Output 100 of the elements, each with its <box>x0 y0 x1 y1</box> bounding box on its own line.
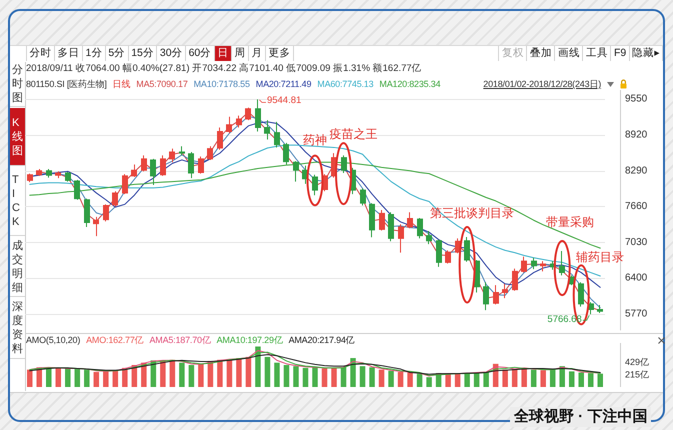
candlestick <box>388 212 394 242</box>
candlestick <box>483 282 489 311</box>
bar <box>416 374 422 387</box>
bar <box>170 360 176 387</box>
candlestick <box>160 154 166 176</box>
text: 5分 <box>108 47 126 59</box>
candlestick <box>27 173 33 183</box>
bar <box>246 356 252 387</box>
y-tick-label: 5770 <box>625 308 648 320</box>
candlestick <box>245 107 251 121</box>
y-tick-label: 6400 <box>625 272 648 284</box>
bar <box>540 370 546 387</box>
bar <box>46 368 52 387</box>
bar <box>302 368 308 387</box>
y-tick-label: 7660 <box>625 201 648 212</box>
bar <box>398 372 404 387</box>
text: 日线 <box>112 78 130 90</box>
candlestick <box>540 260 546 272</box>
bar <box>322 368 328 387</box>
text: 复权 <box>502 47 524 59</box>
annotation: 9544.81 <box>266 95 302 106</box>
bar <box>550 369 556 387</box>
candlestick <box>588 302 594 315</box>
series-label: AMA5:187.70亿 <box>149 334 211 346</box>
candlestick <box>141 154 147 172</box>
annotation: 辅药目录 <box>576 250 624 264</box>
text: 深度资料 <box>12 301 23 355</box>
annotation: 疫苗之王 <box>330 127 378 142</box>
bar <box>407 372 413 387</box>
candlestick <box>93 216 99 237</box>
text: 成交明细 <box>12 240 23 294</box>
bar <box>188 365 194 387</box>
candlestick <box>226 116 232 134</box>
candlestick <box>559 250 565 276</box>
bar <box>112 370 118 387</box>
candlestick <box>103 204 109 222</box>
candlestick <box>65 171 71 182</box>
candlestick <box>493 284 499 305</box>
candlestick <box>398 224 404 254</box>
series-label: AMO:162.77亿 <box>86 334 144 346</box>
candlestick <box>112 190 118 208</box>
candlestick <box>312 174 318 196</box>
candlestick <box>264 120 270 140</box>
annotation: 带量采购 <box>546 214 594 229</box>
y-tick-label: 215亿 <box>625 370 650 380</box>
bar <box>217 360 223 387</box>
candlestick <box>521 256 527 274</box>
candlestick <box>531 257 537 270</box>
text: 15分 <box>131 47 154 59</box>
candlestick <box>74 179 80 200</box>
bar <box>293 366 299 387</box>
bar <box>160 360 166 387</box>
text: MA60:7745.13 <box>317 78 374 90</box>
candlestick <box>46 168 52 178</box>
line-series <box>29 162 601 249</box>
bar <box>226 359 232 387</box>
candlestick <box>84 198 90 228</box>
text: MA120:8235.34 <box>379 78 440 90</box>
text: MA10:7178.55 <box>194 78 250 90</box>
bar <box>559 366 565 387</box>
series-label: AMA20:217.94亿 <box>288 334 355 346</box>
text: 全球视野 · 下注中国 <box>514 408 648 425</box>
chart-subtitle: 2018/09/11 收7064.00 幅0.40%(27.81) 开7034.22 高7101.40 低7009.09 振1.31% 额162.77亿 <box>26 63 422 74</box>
chart-title: AMO(5,10,20) <box>26 334 80 346</box>
candlestick <box>131 164 137 178</box>
candlestick <box>283 142 289 165</box>
candlestick <box>407 212 413 229</box>
candlestick <box>426 230 432 245</box>
candlestick <box>150 158 156 186</box>
bar <box>454 374 460 387</box>
bar <box>255 346 261 387</box>
candlestick <box>436 239 442 268</box>
text: 分时 <box>30 47 52 59</box>
candlestick <box>464 236 470 262</box>
candlestick <box>255 98 261 132</box>
text: 1分 <box>86 47 102 59</box>
bar <box>274 362 280 387</box>
bar <box>464 373 470 387</box>
text: 更多 <box>268 47 290 59</box>
bar <box>84 370 90 387</box>
candlestick <box>217 127 223 150</box>
candlestick <box>179 146 185 156</box>
text: 画线 <box>558 47 580 59</box>
text: K线图 <box>12 116 23 156</box>
candlestick <box>236 115 242 128</box>
y-tick-label: 429亿 <box>625 357 650 368</box>
text: MA20:7211.49 <box>256 78 312 90</box>
bar <box>198 364 204 387</box>
candlestick <box>512 268 518 292</box>
text: 叠加 <box>530 47 552 59</box>
bar <box>483 372 489 387</box>
bar <box>331 368 337 387</box>
text: 月 <box>251 47 262 59</box>
candlestick <box>502 283 508 299</box>
bar <box>530 370 536 387</box>
candlestick <box>341 154 347 174</box>
bar <box>521 368 527 387</box>
candlestick <box>379 210 385 231</box>
candlestick <box>207 146 213 160</box>
candlestick <box>188 151 194 179</box>
